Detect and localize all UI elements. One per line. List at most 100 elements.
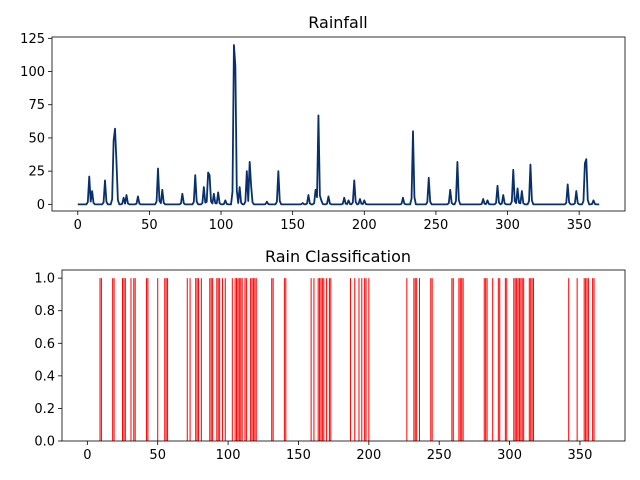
rain-classification-plot-area — [99, 278, 595, 441]
rain-day-bar — [486, 278, 488, 441]
rain-day-bar — [196, 278, 198, 441]
rain-classification-chart: Rain Classification 0 50 100 150 200 250 300 35… — [34, 247, 626, 463]
rain-day-bar — [506, 278, 508, 441]
rainfall-xtick-label: 300 — [495, 218, 520, 233]
rain-day-bar — [250, 278, 252, 441]
rain-day-bar — [236, 278, 238, 441]
rainfall-ytick-label: 75 — [28, 98, 45, 113]
rain-day-bar — [492, 278, 494, 441]
rain-day-bar — [237, 278, 239, 441]
rain-day-bar — [531, 278, 533, 441]
rain-day-bar — [416, 278, 418, 441]
rain-day-bar — [99, 278, 101, 441]
rain-classification-ytick-label: 0.6 — [34, 337, 55, 352]
rain-day-bar — [459, 278, 461, 441]
rain-day-bar — [587, 278, 589, 441]
rain-day-bar — [272, 278, 274, 441]
rain-day-bar — [586, 278, 588, 441]
rain-day-bar — [330, 278, 332, 441]
rain-day-bar — [451, 278, 453, 441]
rain-day-bar — [368, 278, 370, 441]
rain-day-bar — [350, 278, 352, 441]
rain-day-bar — [112, 278, 114, 441]
rain-day-bar — [530, 278, 532, 441]
rain-day-bar — [523, 278, 525, 441]
rain-day-bar — [231, 278, 233, 441]
rain-day-bar — [134, 278, 136, 441]
rain-day-bar — [216, 278, 218, 441]
rain-day-bar — [583, 278, 585, 441]
rainfall-xtick-label: 150 — [280, 218, 305, 233]
rain-day-bar — [244, 278, 246, 441]
rain-day-bar — [271, 278, 273, 441]
rain-day-bar — [238, 278, 240, 441]
rainfall-xtick-label: 100 — [209, 218, 234, 233]
rain-day-bar — [224, 278, 226, 441]
rainfall-xtick-label: 200 — [352, 218, 377, 233]
rain-day-bar — [323, 278, 325, 441]
rain-day-bar — [576, 278, 578, 441]
rain-day-bar — [221, 278, 223, 441]
rain-day-bar — [483, 278, 485, 441]
rain-day-bar — [234, 278, 236, 441]
rainfall-chart: Rainfall 0 50 100 150 200 250 300 350 0 25 50 75 100… — [20, 13, 626, 233]
rain-day-bar — [452, 278, 454, 441]
rain-day-bar — [123, 278, 125, 441]
rain-classification-frame — [61, 269, 626, 442]
rain-day-bar — [520, 278, 522, 441]
rain-day-bar — [461, 278, 463, 441]
rain-day-bar — [365, 278, 367, 441]
rain-day-bar — [251, 278, 253, 441]
rainfall-ytick-label: 100 — [20, 65, 45, 80]
rain-day-bar — [568, 278, 570, 441]
rain-classification-ytick-label: 0.2 — [34, 402, 55, 417]
rain-day-bar — [209, 278, 211, 441]
rain-day-bar — [164, 278, 166, 441]
rain-day-bar — [516, 278, 518, 441]
rainfall-ytick-label: 0 — [37, 198, 45, 213]
rain-day-bar — [283, 278, 285, 441]
rain-classification-xtick-label: 0 — [83, 448, 91, 463]
rain-day-bar — [431, 278, 433, 441]
rainfall-title: Rainfall — [308, 13, 367, 32]
rain-day-bar — [130, 278, 132, 441]
rain-day-bar — [485, 278, 487, 441]
rain-day-bar — [514, 278, 516, 441]
rain-day-bar — [406, 278, 408, 441]
rain-classification-xtick-label: 150 — [286, 448, 311, 463]
rainfall-plot-area — [77, 44, 600, 206]
rainfall-xtick-label: 0 — [74, 218, 82, 233]
rainfall-axes: 0 50 100 150 200 250 300 350 0 25 50 75 100 125 — [20, 32, 591, 233]
rain-classification-xtick-label: 100 — [216, 448, 241, 463]
rain-day-bar — [319, 278, 321, 441]
rain-day-bar — [186, 278, 188, 441]
rain-day-bar — [113, 278, 115, 441]
rain-classification-xtick-label: 300 — [497, 448, 522, 463]
rain-day-bar — [241, 278, 243, 441]
rain-day-bar — [321, 278, 323, 441]
rain-classification-axes: 0 50 100 150 200 250 300 350 0.0 0.2 0.4 0.6 0.8 1.0 — [34, 272, 592, 463]
rain-day-bar — [122, 278, 124, 441]
rain-day-bar — [430, 278, 432, 441]
rain-day-bar — [313, 278, 315, 441]
rain-classification-xtick-label: 350 — [568, 448, 593, 463]
rain-day-bar — [326, 278, 328, 441]
rain-day-bar — [521, 278, 523, 441]
rain-day-bar — [517, 278, 519, 441]
rainfall-ytick-label: 25 — [28, 165, 45, 180]
rain-day-bar — [240, 278, 242, 441]
rain-day-bar — [210, 278, 212, 441]
rainfall-ytick-label: 125 — [20, 32, 45, 47]
rain-day-bar — [133, 278, 135, 441]
rain-day-bar — [167, 278, 169, 441]
rain-day-bar — [317, 278, 319, 441]
rain-day-bar — [364, 278, 366, 441]
rain-day-bar — [157, 278, 159, 441]
rain-day-bar — [147, 278, 149, 441]
rain-day-bar — [585, 278, 587, 441]
rain-day-bar — [310, 278, 312, 441]
rainfall-xtick-label: 350 — [567, 218, 592, 233]
rain-day-bar — [285, 278, 287, 441]
rain-day-bar — [358, 278, 360, 441]
